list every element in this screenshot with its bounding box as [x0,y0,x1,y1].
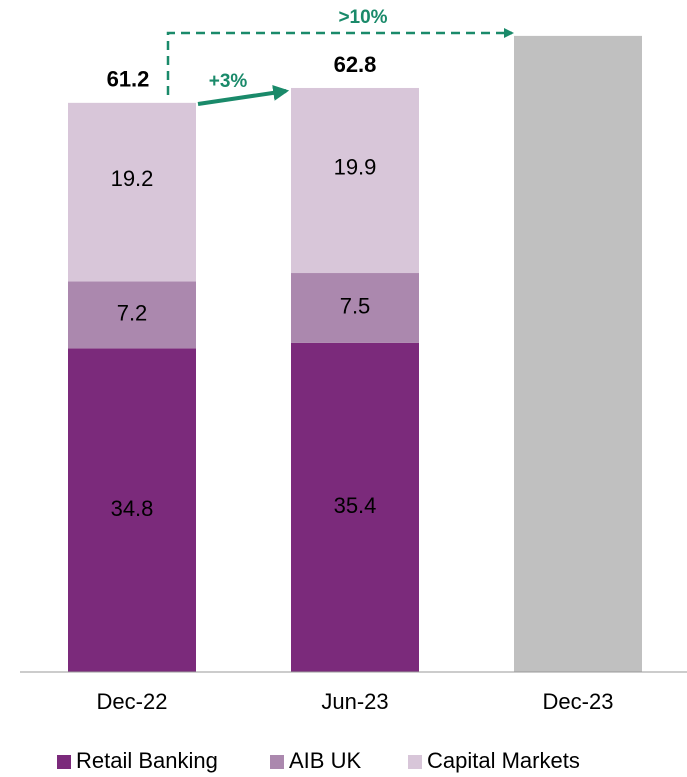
value-label: 19.9 [334,154,377,179]
value-label: 7.5 [340,294,371,319]
total-label: 62.8 [334,52,377,77]
value-label: 7.2 [117,301,148,326]
dashed-arrow [166,28,514,95]
value-label: 19.2 [111,166,154,191]
bar-segment [291,342,419,672]
projection-bar [514,35,642,672]
total-label: 61.2 [107,67,150,92]
legend-swatch [57,755,71,769]
legend-swatch [408,755,422,769]
bar-segment [68,348,196,672]
x-tick-label: Jun-23 [321,689,388,714]
legend-swatch [270,755,284,769]
bar-segment [291,273,419,343]
legend-label: Capital Markets [427,748,580,773]
bar-segment [291,87,419,274]
legend-label: Retail Banking [76,748,218,773]
value-label: 34.8 [111,496,154,521]
annotation: +3% [209,71,248,92]
x-tick-label: Dec-23 [543,689,614,714]
bar-segment [68,102,196,282]
x-tick-label: Dec-22 [97,689,168,714]
bar-segment [68,281,196,349]
growth-arrow [197,84,290,106]
value-label: 35.4 [334,493,377,518]
legend-label: AIB UK [289,748,361,773]
annotation: >10% [338,7,387,28]
